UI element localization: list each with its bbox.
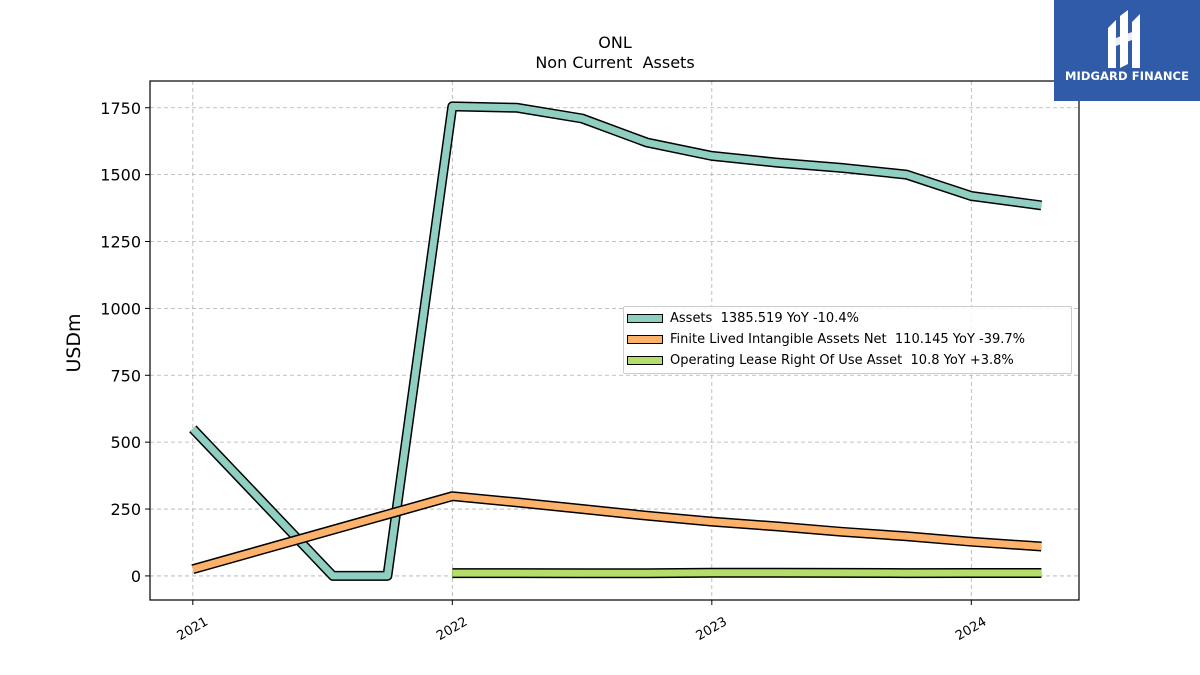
- x-tick-label: 2024: [953, 614, 989, 644]
- x-tick-label: 2021: [175, 614, 211, 644]
- logo-mark-icon: [1108, 10, 1140, 68]
- x-tick-label: 2022: [434, 614, 470, 644]
- y-tick-label: 250: [110, 500, 141, 519]
- series-line-assets: [190, 102, 1042, 580]
- y-tick-label: 500: [110, 433, 141, 452]
- series-line-finite-lived-intangible-assets-net: [191, 492, 1042, 573]
- y-tick-label: 1250: [100, 233, 141, 252]
- legend-label-intangibles: Finite Lived Intangible Assets Net 110.1…: [670, 331, 1026, 347]
- legend-label-lease: Operating Lease Right Of Use Asset 10.8 …: [670, 352, 1014, 368]
- y-tick-label: 1500: [100, 166, 141, 185]
- legend-item-lease: Operating Lease Right Of Use Asset 10.8 …: [627, 351, 1014, 369]
- y-tick-label: 1000: [100, 299, 141, 318]
- logo-text: MIDGARD FINANCE: [1064, 69, 1190, 83]
- plot-frame: [149, 80, 1080, 601]
- x-tick-label: 2023: [694, 614, 730, 644]
- y-tick-label: 750: [110, 366, 141, 385]
- ticks: 0 250 500 750 1000 1250 1500 1750 2021 2022 2023 20…: [100, 99, 989, 644]
- legend-label-assets: Assets 1385.519 YoY -10.4%: [670, 310, 859, 326]
- legend-swatch-intangibles: [627, 334, 663, 344]
- chart-title: ONL: [598, 33, 632, 52]
- midgard-finance-logo: MIDGARD FINANCE: [1054, 0, 1200, 101]
- y-tick-label: 1750: [100, 99, 141, 118]
- legend-swatch-lease: [627, 355, 663, 365]
- y-axis-label: USDm: [63, 313, 85, 372]
- legend-item-intangibles: Finite Lived Intangible Assets Net 110.1…: [627, 330, 1025, 348]
- legend: Assets 1385.519 YoY -10.4% Finite Lived …: [623, 306, 1072, 374]
- legend-item-assets: Assets 1385.519 YoY -10.4%: [627, 309, 859, 327]
- series-layer: [189, 101, 1043, 581]
- y-tick-label: 0: [131, 567, 141, 586]
- chart-subtitle: Non Current Assets: [535, 53, 694, 72]
- legend-swatch-assets: [627, 313, 663, 323]
